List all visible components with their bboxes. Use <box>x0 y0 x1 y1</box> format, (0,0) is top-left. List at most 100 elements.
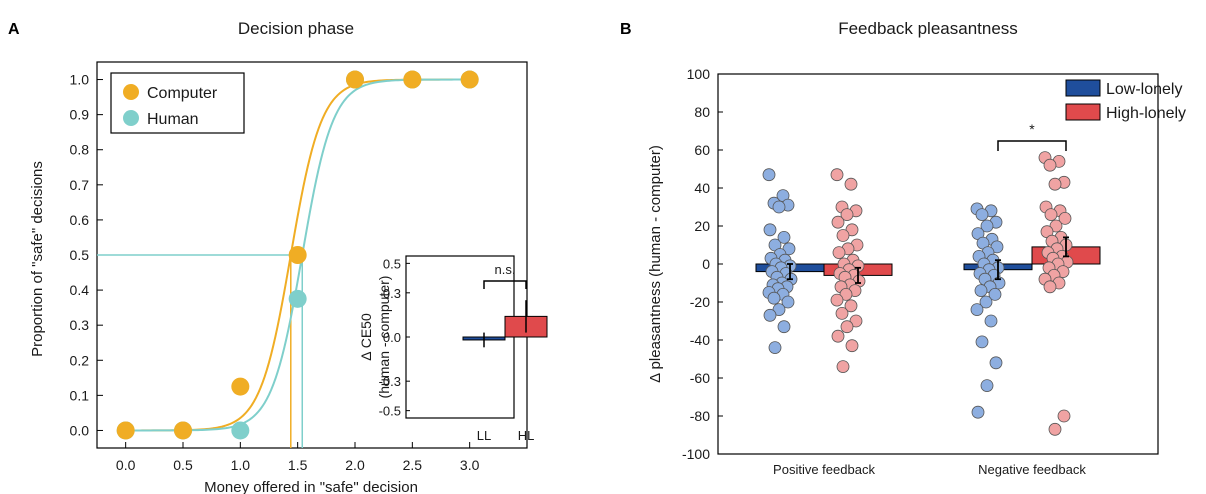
participant-point-high-lonely <box>1058 211 1072 225</box>
participant-point-low-lonely <box>763 223 777 237</box>
x-tick-label: Positive feedback <box>773 462 875 477</box>
participant-point-low-lonely <box>979 295 993 309</box>
panel-label-a: A <box>8 21 20 38</box>
data-point-human <box>231 421 250 440</box>
x-tick-label: 1.0 <box>231 457 251 473</box>
panel-a-x-axis-label: Money offered in "safe" decision <box>204 479 418 494</box>
participant-point-low-lonely <box>990 240 1004 254</box>
participant-point-low-lonely <box>782 242 796 256</box>
participant-point-low-lonely <box>768 341 782 355</box>
data-point-computer <box>460 70 479 89</box>
y-tick-label: 0.8 <box>70 142 90 158</box>
inset-y-tick-label: 0.3 <box>383 286 401 301</box>
y-tick-label: 20 <box>694 218 710 234</box>
y-tick-label: 1.0 <box>70 72 90 88</box>
participant-point-low-lonely <box>984 314 998 328</box>
legend-swatch-low-lonely <box>1065 79 1101 97</box>
participant-point-high-lonely <box>836 360 850 374</box>
legend-label-computer: Computer <box>147 85 218 102</box>
legend-marker-computer <box>123 84 139 100</box>
participant-point-high-lonely <box>1043 280 1057 294</box>
participant-point-low-lonely <box>767 291 781 305</box>
participant-point-low-lonely <box>970 303 984 317</box>
panel-label-b: B <box>620 21 632 38</box>
y-tick-label: 0.0 <box>70 422 90 438</box>
panel-a-title: Decision phase <box>238 19 354 38</box>
x-tick-label: 3.0 <box>460 457 480 473</box>
x-tick-label: 1.5 <box>288 457 308 473</box>
inset-y-ticks: 0.5 0.3 0.0 -0.3 -0.5 <box>379 256 410 419</box>
data-point-computer <box>288 246 307 264</box>
participant-point-high-lonely <box>845 339 859 353</box>
participant-point-high-lonely <box>1048 422 1062 436</box>
panel-a-y-ticks: 0.0 0.1 0.2 0.3 0.4 0.5 0.6 0.7 0.8 0.9 1.0 <box>70 72 103 438</box>
panel-a-data-points <box>116 70 479 440</box>
panel-a-legend: Computer Human <box>110 72 245 134</box>
x-tick-label: 2.0 <box>345 457 365 473</box>
panel-a-x-ticks: 0.0 0.5 1.0 1.5 2.0 2.5 3.0 <box>116 442 480 473</box>
y-tick-label: 0.7 <box>70 177 90 193</box>
participant-point-low-lonely <box>975 335 989 349</box>
y-tick-label: 0.2 <box>70 352 90 368</box>
inset-annotation: n.s. <box>495 262 516 277</box>
inset-x-tick-label: LL <box>477 428 491 443</box>
data-point-computer <box>403 70 422 89</box>
participant-point-high-lonely <box>1049 219 1063 233</box>
participant-point-high-lonely <box>845 223 859 237</box>
inset-x-tick-label: HL <box>518 428 535 443</box>
x-tick-label: 0.0 <box>116 457 136 473</box>
inset-y-label-line1: Δ CE50 <box>358 313 374 361</box>
panel-b-y-axis-label: Δ pleasantness (human - computer) <box>647 145 664 383</box>
participant-point-high-lonely <box>849 314 863 328</box>
x-tick-label: 2.5 <box>403 457 423 473</box>
participant-point-high-lonely <box>836 229 850 242</box>
participant-point-high-lonely <box>844 299 858 313</box>
y-tick-label: -40 <box>690 332 710 348</box>
participant-point-high-lonely <box>1043 158 1057 172</box>
inset-y-tick-label: -0.5 <box>379 404 401 419</box>
panel-a-legend-box <box>110 72 245 134</box>
inset-y-label-line2: (human - computer) <box>376 276 392 399</box>
participant-point-high-lonely <box>839 287 853 301</box>
panel-b-title: Feedback pleasantness <box>838 19 1018 38</box>
y-tick-label: -100 <box>682 446 710 462</box>
panel-b-y-ticks: 100 80 60 40 20 0 -20 -40 -60 -80 -100 <box>682 66 723 462</box>
participant-point-high-lonely <box>1044 208 1058 222</box>
participant-point-low-lonely <box>989 356 1003 370</box>
data-point-computer <box>174 421 192 440</box>
participant-point-low-lonely <box>971 405 985 419</box>
participant-point-high-lonely <box>831 215 845 229</box>
panel-b-annotation: * <box>1029 121 1035 137</box>
participant-point-high-lonely <box>830 168 844 182</box>
data-point-human <box>288 289 307 308</box>
y-tick-label: 40 <box>694 180 710 196</box>
y-tick-label: -60 <box>690 370 710 386</box>
participant-point-high-lonely <box>844 177 858 191</box>
data-point-computer <box>231 377 250 396</box>
data-point-computer <box>116 421 135 440</box>
panel-a-inset: 0.5 0.3 0.0 -0.3 -0.5 LL HL n.s. Δ CE50 (huma… <box>358 255 548 443</box>
panel-b-significance-bracket <box>997 140 1067 151</box>
legend-marker-human <box>123 110 139 126</box>
participant-point-low-lonely <box>975 208 989 222</box>
panel-b-x-ticks: Positive feedback Negative feedback <box>773 462 1086 477</box>
panel-b-data-points <box>762 151 1074 436</box>
inset-y-tick-label: 0.5 <box>383 256 401 271</box>
inset-y-tick-label: 0.0 <box>383 330 401 345</box>
y-tick-label: 0.5 <box>70 247 90 263</box>
participant-point-low-lonely <box>777 320 791 334</box>
y-tick-label: 0.1 <box>70 387 90 403</box>
participant-point-low-lonely <box>772 303 786 317</box>
y-tick-label: 60 <box>694 142 710 158</box>
participant-point-high-lonely <box>832 246 846 260</box>
panel-b-legend: Low-lonely High-lonely <box>1065 79 1186 122</box>
participant-point-low-lonely <box>763 308 777 322</box>
participant-point-high-lonely <box>835 306 849 320</box>
inset-significance-bracket <box>483 280 527 289</box>
panel-b-plot: 100 80 60 40 20 0 -20 -40 -60 -80 -100 Positive fe… <box>682 66 1159 477</box>
participant-point-high-lonely <box>830 293 844 307</box>
y-tick-label: 0.6 <box>70 212 90 228</box>
legend-label-low-lonely: Low-lonely <box>1106 81 1182 98</box>
participant-point-low-lonely <box>762 168 776 182</box>
legend-label-high-lonely: High-lonely <box>1106 105 1186 122</box>
